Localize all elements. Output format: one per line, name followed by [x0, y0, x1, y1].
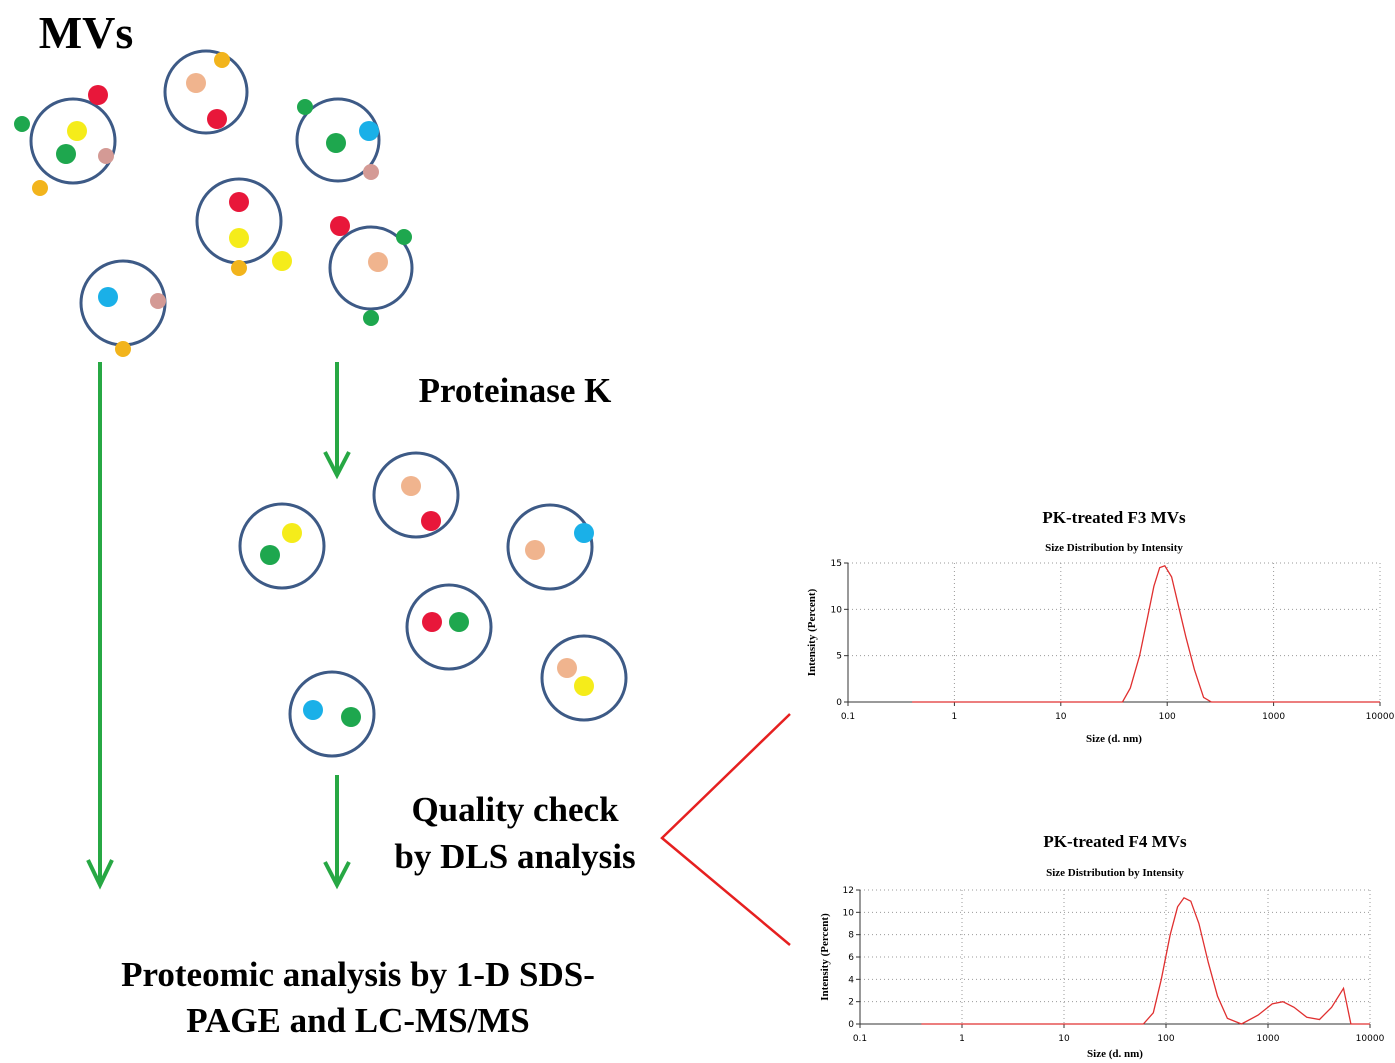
- y-tick-label: 10: [843, 908, 855, 918]
- quality-label: Quality check: [411, 790, 619, 829]
- data-line: [921, 898, 1370, 1024]
- quality-label: by DLS analysis: [394, 837, 635, 876]
- y-tick-label: 6: [848, 953, 854, 963]
- x-tick-label: 1: [952, 712, 958, 722]
- x-tick-label: 1000: [1262, 712, 1285, 722]
- proteomic-label: PAGE and LC-MS/MS: [186, 1001, 530, 1040]
- x-tick-label: 100: [1157, 1034, 1174, 1044]
- y-tick-label: 10: [831, 605, 843, 615]
- x-axis-label: Size (d. nm): [1087, 1048, 1143, 1060]
- y-tick-label: 0: [836, 698, 842, 708]
- x-tick-label: 10000: [1366, 712, 1395, 722]
- proteinase-label: Proteinase K: [419, 371, 612, 410]
- x-tick-label: 1000: [1257, 1034, 1280, 1044]
- chart-title: PK-treated F4 MVs: [1043, 832, 1187, 851]
- y-tick-label: 15: [831, 559, 842, 569]
- x-tick-label: 1: [959, 1034, 965, 1044]
- x-tick-label: 10000: [1356, 1034, 1385, 1044]
- x-tick-label: 0.1: [841, 712, 855, 722]
- chart-title: PK-treated F3 MVs: [1042, 508, 1186, 527]
- y-tick-label: 0: [848, 1020, 854, 1030]
- proteomic-label: Proteomic analysis by 1-D SDS-: [121, 955, 595, 994]
- decor: [14, 51, 790, 945]
- x-axis-label: Size (d. nm): [1086, 733, 1142, 745]
- mvs-label: MVs: [39, 7, 134, 58]
- x-tick-label: 10: [1055, 712, 1067, 722]
- y-tick-label: 5: [836, 652, 842, 662]
- x-tick-label: 0.1: [853, 1034, 867, 1044]
- x-tick-label: 10: [1058, 1034, 1070, 1044]
- chart-subtitle: Size Distribution by Intensity: [1045, 542, 1183, 554]
- y-axis-label: Intensity (Percent): [806, 588, 818, 676]
- y-tick-label: 4: [848, 975, 854, 985]
- y-tick-label: 12: [843, 886, 854, 896]
- data-line: [912, 566, 1380, 702]
- y-axis-label: Intensity (Percent): [819, 913, 831, 1001]
- y-tick-label: 2: [848, 998, 854, 1008]
- y-tick-label: 8: [848, 931, 854, 941]
- diagram: MVs Proteinase K Quality check by DLS an…: [0, 0, 1395, 1063]
- chart-subtitle: Size Distribution by Intensity: [1046, 867, 1184, 879]
- x-tick-label: 100: [1159, 712, 1176, 722]
